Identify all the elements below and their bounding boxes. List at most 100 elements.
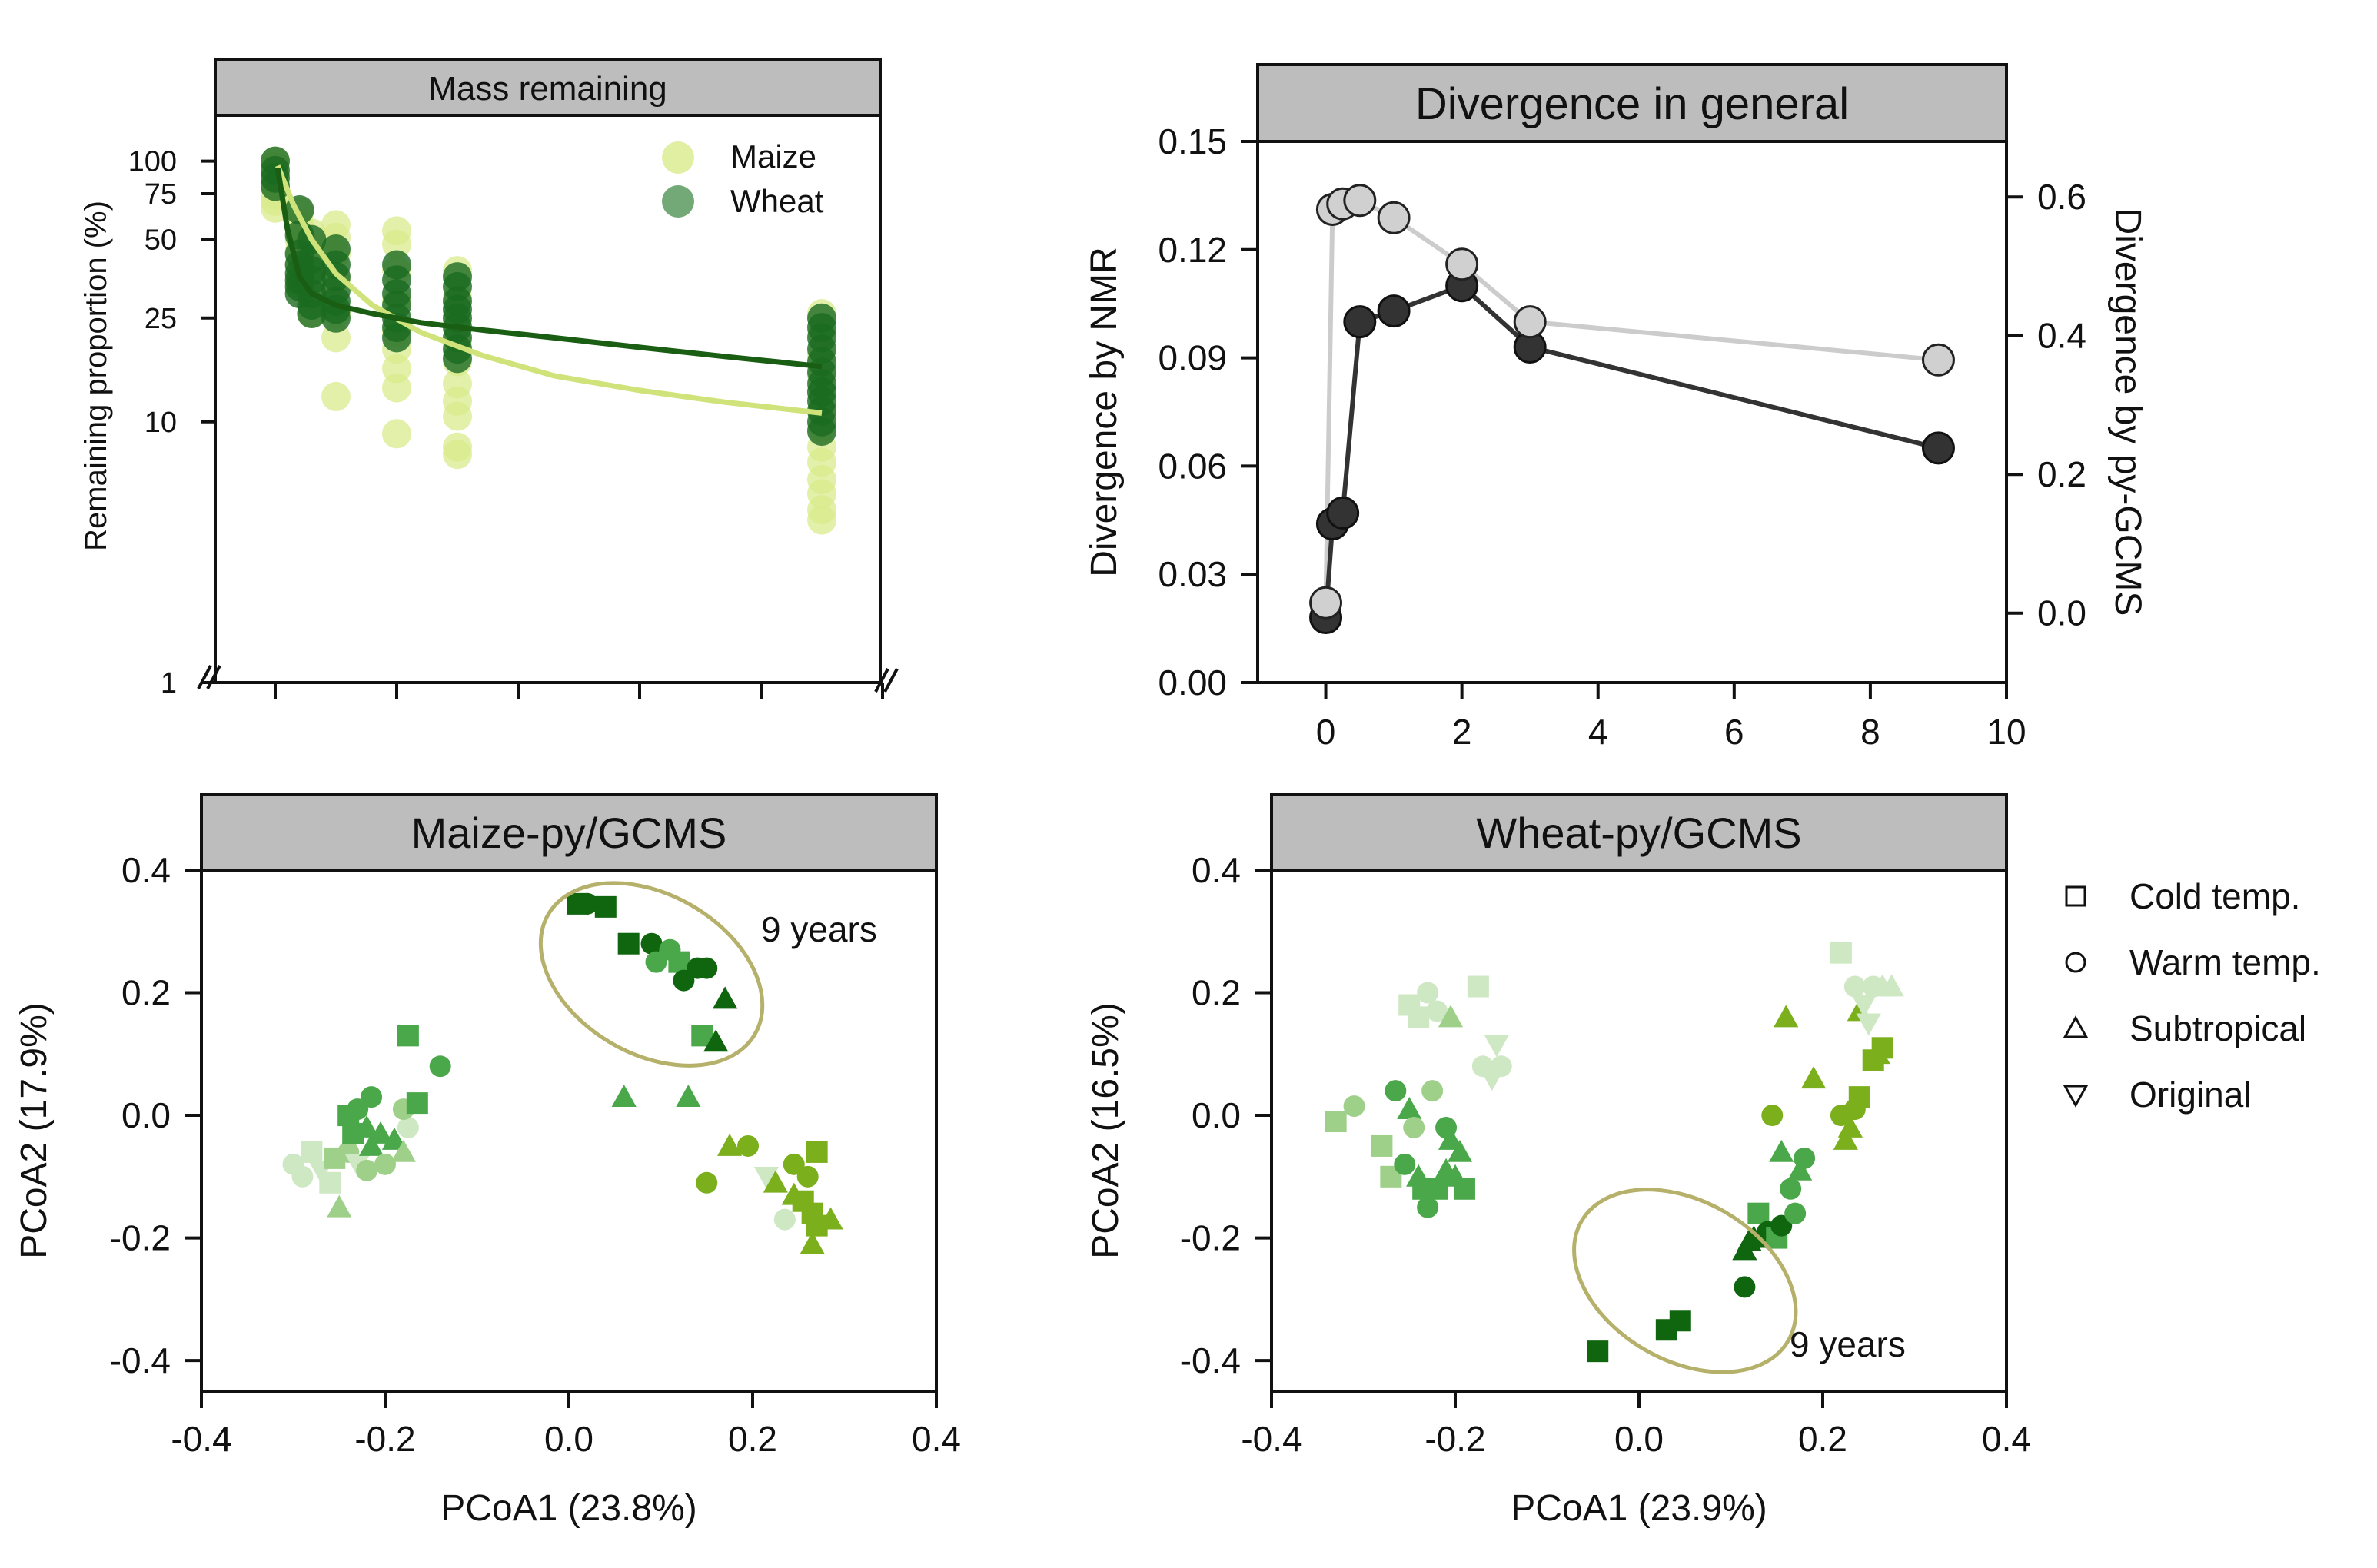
pcoa-point: [645, 951, 667, 973]
x-tick-label: 0.4: [912, 1419, 961, 1459]
pcoa-point: [1438, 1005, 1464, 1028]
y-axis-label: Divergence by NMR: [1084, 247, 1125, 576]
pcoa-point: [1426, 1178, 1448, 1200]
panel-title: Wheat-py/GCMS: [1476, 809, 1801, 857]
pcoa-point: [1371, 1134, 1393, 1157]
pcoa-point: [713, 986, 738, 1009]
y-tick-label: 0.0: [121, 1095, 171, 1135]
pygcms-point: [1921, 343, 1955, 377]
wheat-point: [382, 323, 411, 353]
x-tick-label: -0.4: [1241, 1419, 1302, 1459]
pcoa-point: [319, 1171, 341, 1194]
nine-years-label: 9 years: [1790, 1324, 1906, 1364]
legend-maize-marker: [662, 141, 694, 174]
legend-label: Cold temp.: [2129, 876, 2300, 916]
wheat-fit-curve: [274, 168, 823, 370]
y2-tick-label: 0.2: [2037, 454, 2086, 494]
x-tick-label: 0.0: [1614, 1419, 1664, 1459]
y-axis-label: Remaining proportion (%): [79, 201, 113, 551]
pcoa-point: [397, 1117, 419, 1139]
nine-years-label: 9 years: [761, 909, 877, 949]
pcoa-point: [1848, 1086, 1870, 1108]
pcoa-point: [818, 1207, 843, 1230]
x-tick-label: 2: [1452, 712, 1472, 752]
wheat-point: [807, 417, 836, 447]
y2-tick-label: 0.6: [2037, 177, 2086, 217]
pcoa-point: [668, 951, 690, 973]
legend-wheat-marker: [662, 185, 694, 218]
pcoa-point: [1879, 974, 1904, 997]
x-axis-label: PCoA1 (23.8%): [440, 1488, 697, 1529]
pcoa-point: [406, 1092, 428, 1115]
y2-axis-label: Divergence by py-GCMS: [2107, 208, 2148, 616]
pcoa-point: [1741, 1225, 1767, 1248]
y-tick-label: -0.4: [1180, 1340, 1241, 1380]
pcoa-point: [1769, 1139, 1794, 1162]
x-tick-label: -0.2: [354, 1419, 415, 1459]
pcoa-point: [1871, 1037, 1893, 1059]
pcoa-point: [753, 1166, 780, 1189]
pcoa-point: [1734, 1276, 1756, 1298]
x-tick-label: 4: [1588, 712, 1608, 752]
pcoa-point: [1851, 995, 1877, 1018]
pcoa-point: [1761, 1105, 1784, 1127]
pcoa-point: [391, 1139, 416, 1162]
pcoa-point: [1794, 1147, 1816, 1169]
y-tick-label: 100: [128, 146, 177, 178]
x-tick-label: 6: [1724, 712, 1744, 752]
pcoa-point: [594, 895, 617, 918]
y-tick-label: -0.2: [1180, 1218, 1241, 1258]
y-tick-label: 75: [145, 178, 177, 211]
pcoa-point: [374, 1153, 396, 1175]
pcoa-point: [1385, 1080, 1407, 1102]
pcoa-point: [1447, 1139, 1473, 1162]
y-tick-label: 10: [145, 407, 177, 439]
legend-label: Warm temp.: [2129, 942, 2321, 982]
nmr-point: [1326, 496, 1360, 530]
pcoa-point: [576, 892, 598, 915]
pcoa-point: [1490, 1055, 1512, 1078]
y-tick-label: 0.4: [121, 850, 171, 890]
panel-divergence-in-general: Divergence in general 0 2 4 6 8 10 0.00 0.03 0.06…: [1084, 63, 2148, 752]
pcoa-point: [773, 1208, 796, 1231]
pcoa-point: [1837, 1115, 1863, 1138]
y-tick-label: 0.4: [1192, 850, 1241, 890]
maize-point: [443, 440, 472, 470]
pygcms-line: [1323, 198, 1939, 603]
panel-title-box: [1270, 793, 2008, 872]
x-tick-label: -0.2: [1425, 1419, 1485, 1459]
pcoa-point: [1780, 1178, 1802, 1200]
pcoa-point: [367, 1121, 394, 1144]
nmr-line: [1323, 283, 1940, 618]
y-tick-label: 0.0: [1192, 1095, 1241, 1135]
y-axis-label: PCoA2 (16.5%): [1085, 1002, 1126, 1259]
nmr-point: [1343, 305, 1377, 339]
pcoa-point: [1843, 975, 1866, 998]
x-tick-label: 0.2: [1798, 1419, 1847, 1459]
pcoa-point: [1417, 982, 1439, 1004]
x-tick-label: 0: [1316, 712, 1336, 752]
pcoa-point: [361, 1086, 383, 1108]
nine-years-ellipse: [1572, 1188, 1798, 1374]
pcoa-point: [1830, 942, 1852, 964]
wheat-point: [297, 299, 327, 329]
maize-point: [807, 505, 836, 535]
legend-triangle-down-marker: [2063, 1085, 2089, 1108]
pcoa-point: [1426, 1000, 1448, 1022]
pcoa-point: [703, 1029, 729, 1052]
pcoa-point: [429, 1055, 451, 1078]
pcoa-point: [673, 969, 695, 992]
pcoa-point: [1325, 1111, 1347, 1133]
legend-triangle-up-marker: [2063, 1015, 2089, 1038]
axis-break-mark: [206, 665, 221, 689]
panel-title-box: [1256, 63, 2008, 143]
pcoa-point: [1784, 1202, 1807, 1224]
pcoa-point: [1343, 1095, 1365, 1118]
pcoa-point: [347, 1098, 369, 1121]
pygcms-point: [1377, 201, 1411, 234]
x-tick-label: 0.4: [1982, 1419, 2031, 1459]
y2-tick-label: 0.4: [2037, 316, 2086, 356]
pcoa-point: [358, 1133, 384, 1156]
pygcms-point: [1513, 305, 1547, 339]
